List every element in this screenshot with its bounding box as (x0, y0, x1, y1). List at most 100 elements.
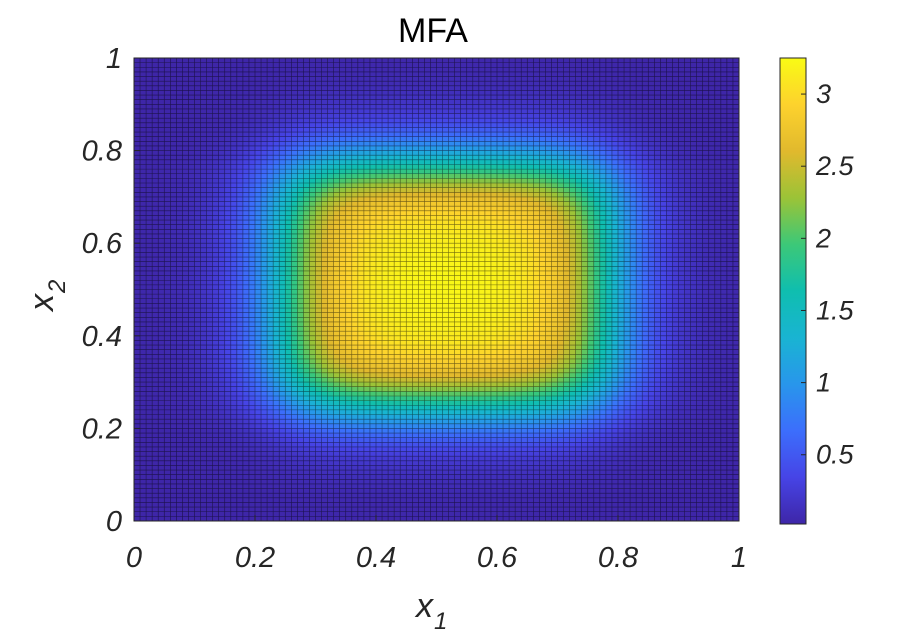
heatmap-cell (684, 326, 691, 332)
heatmap-cell (466, 363, 474, 369)
heatmap-cell (212, 497, 219, 503)
heatmap-cell (303, 460, 310, 466)
heatmap-cell (176, 345, 183, 350)
heatmap-cell (696, 465, 703, 471)
heatmap-cell (436, 354, 443, 360)
heatmap-cell (297, 289, 304, 295)
heatmap-cell (666, 312, 673, 318)
heatmap-cell (230, 354, 238, 360)
heatmap-cell (454, 303, 461, 309)
heatmap-cell (726, 465, 734, 471)
heatmap-cell (460, 451, 468, 457)
heatmap-cell (140, 289, 147, 295)
heatmap-cell (394, 289, 401, 295)
heatmap-cell (599, 488, 607, 494)
heatmap-cell (285, 358, 292, 364)
heatmap-cell (460, 405, 468, 411)
heatmap-cell (248, 335, 256, 341)
heatmap-cell (569, 442, 576, 448)
heatmap-cell (152, 511, 159, 517)
heatmap-cell (248, 298, 256, 304)
heatmap-cell (690, 400, 697, 406)
heatmap-cell (206, 414, 213, 420)
heatmap-cell (666, 317, 673, 323)
heatmap-cell (146, 321, 153, 327)
heatmap-cell (170, 488, 177, 494)
heatmap-cell (545, 377, 552, 383)
heatmap-cell (654, 331, 661, 337)
heatmap-cell (678, 312, 685, 318)
heatmap-cell (732, 382, 740, 388)
heatmap-cell (533, 308, 540, 313)
heatmap-cell (424, 479, 431, 485)
heatmap-cell (702, 363, 710, 369)
heatmap-cell (267, 414, 274, 420)
heatmap-cell (732, 312, 740, 318)
heatmap-cell (140, 470, 147, 475)
heatmap-cell (503, 377, 510, 383)
heatmap-cell (146, 446, 153, 452)
heatmap-cell (376, 474, 383, 480)
heatmap-cell (672, 442, 679, 448)
heatmap-cell (672, 289, 679, 295)
heatmap-cell (188, 372, 195, 378)
heatmap-cell (333, 368, 340, 374)
heatmap-cell (497, 340, 504, 346)
heatmap-cell (708, 474, 716, 480)
heatmap-cell (285, 317, 292, 323)
heatmap-cell (678, 437, 685, 443)
heatmap-cell (248, 460, 256, 466)
heatmap-cell (563, 409, 570, 415)
heatmap-cell (551, 409, 558, 415)
heatmap-cell (339, 382, 347, 388)
heatmap-cell (236, 437, 244, 443)
heatmap-cell (430, 372, 437, 378)
heatmap-cell (460, 317, 468, 323)
heatmap-cell (618, 312, 625, 318)
heatmap-cell (454, 433, 461, 438)
heatmap-cell (720, 483, 728, 489)
heatmap-cell (182, 483, 189, 489)
heatmap-cell (587, 377, 595, 383)
heatmap-cell (248, 479, 256, 485)
heatmap-cell (152, 382, 159, 388)
heatmap-cell (618, 460, 625, 466)
heatmap-cell (188, 446, 195, 452)
heatmap-cell (376, 386, 383, 392)
heatmap-cell (484, 354, 492, 360)
heatmap-cell (527, 465, 534, 471)
heatmap-cell (642, 409, 649, 415)
heatmap-cell (182, 345, 189, 350)
heatmap-cell (497, 349, 504, 355)
heatmap-cell (152, 405, 159, 411)
heatmap-cell (218, 289, 226, 295)
heatmap-cell (563, 497, 570, 503)
heatmap-cell (303, 433, 310, 438)
heatmap-cell (261, 433, 268, 438)
heatmap-cell (599, 446, 607, 452)
heatmap-cell (212, 423, 219, 429)
heatmap-cell (248, 289, 256, 295)
heatmap-cell (345, 419, 353, 425)
heatmap-cell (242, 437, 250, 443)
heatmap-cell (212, 368, 219, 374)
heatmap-cell (164, 335, 171, 341)
heatmap-cell (684, 437, 691, 443)
heatmap-cell (224, 497, 232, 503)
heatmap-cell (472, 497, 480, 503)
heatmap-cell (140, 460, 147, 466)
heatmap-cell (430, 294, 437, 300)
heatmap-cell (442, 493, 449, 499)
heatmap-cell (478, 358, 486, 364)
heatmap-cell (539, 317, 546, 323)
heatmap-cell (569, 298, 576, 304)
heatmap-cell (267, 303, 274, 309)
heatmap-cell (418, 395, 425, 401)
heatmap-cell (509, 395, 516, 401)
heatmap-cell (539, 405, 546, 411)
heatmap-cell (563, 493, 570, 499)
heatmap-cell (394, 497, 401, 503)
heatmap-cell (357, 372, 365, 378)
heatmap-cell (672, 437, 679, 443)
heatmap-cell (146, 442, 153, 448)
